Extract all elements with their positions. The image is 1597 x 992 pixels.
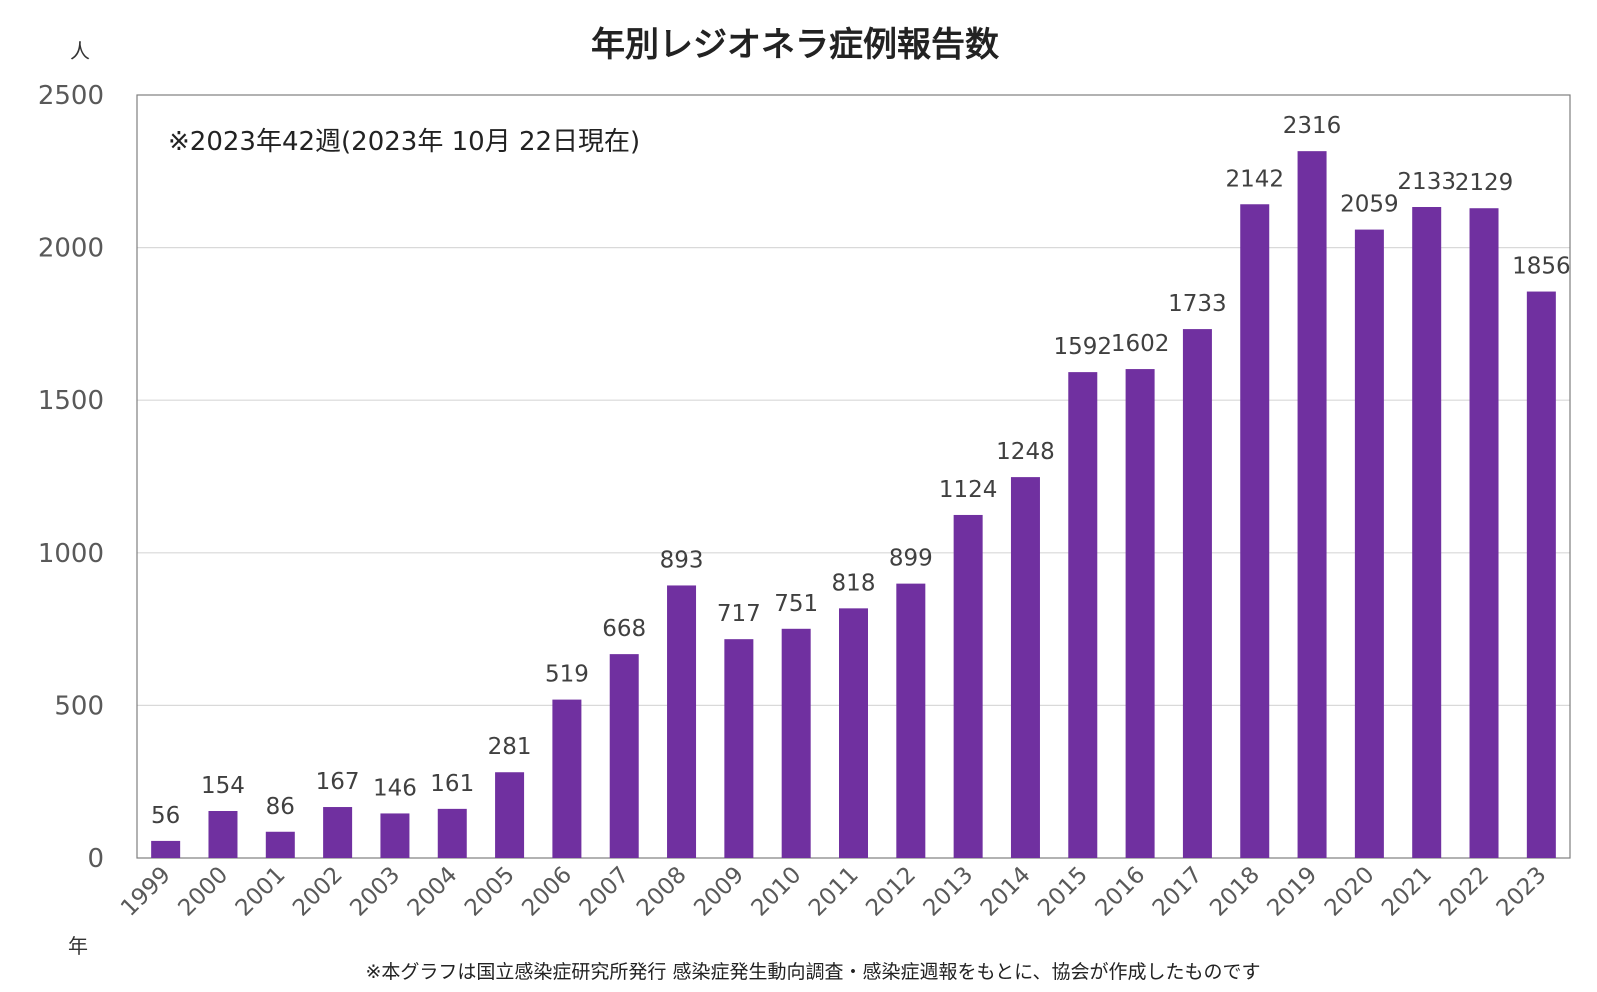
bar-2003 <box>380 813 410 858</box>
x-tick-label: 2012 <box>861 862 921 922</box>
chart-title: 年別レジオネラ症例報告数 <box>591 25 999 65</box>
x-tick-label: 2019 <box>1263 862 1323 922</box>
bar-2020 <box>1354 229 1384 858</box>
bar-2002 <box>323 807 353 858</box>
data-label: 1592 <box>1054 334 1113 360</box>
x-tick-label: 2003 <box>345 862 405 922</box>
data-label: 154 <box>201 773 245 799</box>
x-tick-label: 1999 <box>116 862 176 922</box>
x-tick-label: 2008 <box>632 862 692 922</box>
data-label: 167 <box>316 769 360 795</box>
data-label: 161 <box>430 771 474 797</box>
y-tick-label: 0 <box>87 844 104 874</box>
x-tick-label: 2005 <box>460 862 520 922</box>
x-tick-label: 2007 <box>575 862 635 922</box>
x-tick-label: 2015 <box>1033 862 1093 922</box>
x-tick-label: 2010 <box>747 862 807 922</box>
bar-2008 <box>667 585 697 858</box>
data-label: 1248 <box>996 439 1055 465</box>
x-tick-label: 2001 <box>231 862 291 922</box>
bar-2012 <box>896 583 926 858</box>
y-tick-label: 1500 <box>38 386 104 416</box>
bar-2016 <box>1125 369 1155 858</box>
data-label: 751 <box>774 591 818 617</box>
data-label: 1124 <box>939 477 998 503</box>
bar-2013 <box>953 514 983 858</box>
x-tick-label: 2013 <box>919 862 979 922</box>
x-axis-ticks: 1999200020012002200320042005200620072008… <box>116 862 1551 922</box>
bar-2005 <box>495 772 525 858</box>
bar-2014 <box>1010 477 1040 858</box>
data-label: 2133 <box>1397 169 1456 195</box>
data-label: 2316 <box>1283 113 1342 139</box>
x-tick-label: 2000 <box>173 862 233 922</box>
y-tick-label: 2500 <box>38 81 104 111</box>
bar-2017 <box>1182 329 1212 859</box>
footnote: ※本グラフは国立感染症研究所発行 感染症発生動向調査・感染症週報をもとに、協会が… <box>365 961 1260 983</box>
x-tick-label: 2017 <box>1148 862 1208 922</box>
bar-1999 <box>151 840 181 858</box>
bar-2001 <box>265 831 295 858</box>
bar-2009 <box>724 639 754 858</box>
x-tick-label: 2020 <box>1320 862 1380 922</box>
bars <box>151 151 1556 859</box>
x-tick-label: 2023 <box>1492 862 1552 922</box>
bar-2007 <box>609 654 639 858</box>
x-tick-label: 2016 <box>1091 862 1151 922</box>
date-annotation: ※2023年42週(2023年 10月 22日現在) <box>168 127 640 157</box>
bar-2004 <box>437 808 467 858</box>
bar-2023 <box>1526 291 1556 858</box>
x-tick-label: 2002 <box>288 862 348 922</box>
data-label: 899 <box>889 546 933 572</box>
data-label: 818 <box>832 570 876 596</box>
x-tick-label: 2004 <box>403 862 463 922</box>
bar-2010 <box>781 628 811 858</box>
data-label: 146 <box>373 775 417 801</box>
data-label: 56 <box>151 803 180 829</box>
y-axis-unit: 人 <box>70 39 90 63</box>
x-tick-label: 2022 <box>1434 862 1494 922</box>
x-tick-label: 2018 <box>1205 862 1265 922</box>
data-labels: 56 154 86 167 146 161 281 519 668 893 717 751 818 899… <box>151 113 1571 829</box>
bar-2021 <box>1412 207 1442 858</box>
x-tick-label: 2014 <box>976 862 1036 922</box>
y-tick-label: 500 <box>54 691 104 721</box>
bar-2011 <box>839 608 868 858</box>
y-tick-label: 2000 <box>38 234 104 264</box>
data-label: 281 <box>488 734 532 760</box>
x-axis-unit: 年 <box>68 934 88 958</box>
data-label: 2129 <box>1455 170 1514 196</box>
data-label: 519 <box>545 662 589 688</box>
data-label: 1602 <box>1111 331 1170 357</box>
data-label: 2142 <box>1225 166 1284 192</box>
x-tick-label: 2021 <box>1377 862 1437 922</box>
data-label: 2059 <box>1340 192 1399 218</box>
bar-2006 <box>552 699 582 858</box>
data-label: 1733 <box>1168 291 1227 317</box>
bar-2019 <box>1297 151 1327 858</box>
data-label: 86 <box>266 794 295 820</box>
bar-2015 <box>1068 372 1098 858</box>
data-label: 1856 <box>1512 254 1571 280</box>
x-tick-label: 2006 <box>517 862 577 922</box>
data-label: 893 <box>660 547 704 573</box>
y-axis-ticks: 0 500 1000 1500 2000 2500 <box>38 81 104 874</box>
y-tick-label: 1000 <box>38 539 104 569</box>
x-tick-label: 2011 <box>804 862 864 922</box>
bar-2022 <box>1469 208 1499 859</box>
data-label: 717 <box>717 601 761 627</box>
x-tick-label: 2009 <box>689 862 749 922</box>
bar-2000 <box>208 810 238 858</box>
bar-2018 <box>1240 204 1270 858</box>
data-label: 668 <box>602 616 646 642</box>
